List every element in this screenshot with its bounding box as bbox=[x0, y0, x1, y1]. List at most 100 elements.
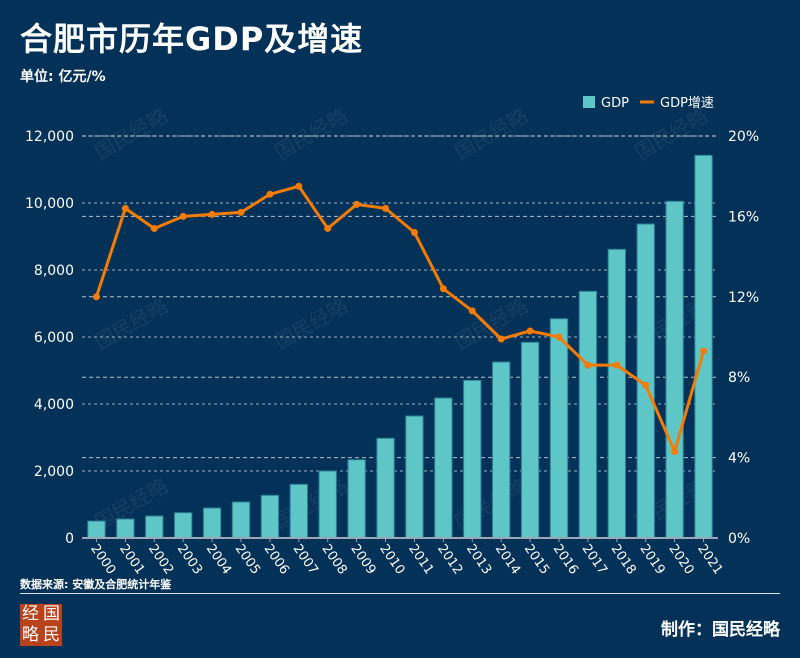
left-tick-label: 2,000 bbox=[34, 464, 74, 480]
line-point bbox=[121, 204, 129, 212]
bar-gdp bbox=[405, 415, 424, 539]
right-tick-label: 0% bbox=[728, 531, 750, 547]
credit: 制作：国民经略 bbox=[661, 620, 780, 640]
x-tick-label: 2015 bbox=[521, 542, 552, 578]
line-point bbox=[150, 224, 158, 232]
bar-gdp bbox=[145, 515, 164, 539]
right-tick-label: 16% bbox=[728, 209, 759, 225]
line-point bbox=[700, 347, 708, 355]
x-tick-label: 2021 bbox=[694, 542, 725, 578]
line-point bbox=[266, 190, 274, 198]
line-point bbox=[555, 333, 563, 341]
watermark: 国民经略 bbox=[451, 104, 532, 165]
x-tick-label: 2001 bbox=[116, 542, 147, 578]
line-point bbox=[382, 204, 390, 212]
x-tick-label: 2018 bbox=[608, 542, 639, 578]
x-tick-label: 2017 bbox=[579, 542, 610, 578]
right-tick-label: 4% bbox=[728, 451, 750, 467]
line-point bbox=[353, 200, 361, 208]
line-point bbox=[237, 208, 245, 216]
watermark: 国民经略 bbox=[271, 104, 352, 165]
bar-gdp bbox=[607, 248, 626, 539]
logo: 经 国 略 民 bbox=[20, 604, 62, 646]
watermark: 国民经略 bbox=[271, 294, 352, 355]
bar-gdp bbox=[87, 520, 106, 539]
x-tick-label: 2008 bbox=[318, 542, 349, 578]
bar-gdp bbox=[549, 318, 569, 539]
x-tick-label: 2007 bbox=[290, 542, 321, 578]
bar-gdp bbox=[289, 483, 308, 539]
logo-char: 经 bbox=[22, 604, 39, 624]
x-tick-label: 2013 bbox=[463, 542, 494, 578]
line-point bbox=[324, 224, 332, 232]
bar-gdp bbox=[347, 459, 366, 539]
x-tick-label: 2010 bbox=[376, 542, 407, 578]
line-point bbox=[671, 448, 679, 456]
line-point bbox=[179, 212, 187, 220]
bar-gdp bbox=[116, 518, 135, 539]
left-tick-label: 0 bbox=[65, 531, 74, 547]
bar-gdp bbox=[434, 397, 453, 539]
x-tick-label: 2003 bbox=[174, 542, 205, 578]
chart-title: 合肥市历年GDP及增速 bbox=[20, 20, 364, 58]
x-tick-label: 2016 bbox=[550, 542, 581, 578]
source-note: 数据来源: 安徽及合肥统计年鉴 bbox=[20, 578, 172, 591]
line-point bbox=[439, 285, 447, 293]
bar-gdp bbox=[665, 200, 684, 539]
bar-gdp bbox=[492, 361, 511, 539]
bar-gdp bbox=[231, 501, 251, 539]
x-tick-label: 2000 bbox=[87, 542, 118, 578]
bar-gdp bbox=[260, 494, 280, 539]
logo-char: 略 bbox=[22, 625, 39, 645]
legend-label-growth: GDP增速 bbox=[660, 96, 714, 111]
bar-gdp bbox=[318, 470, 337, 539]
line-point bbox=[92, 293, 100, 301]
line-point bbox=[497, 335, 505, 343]
line-point bbox=[613, 361, 621, 369]
left-tick-label: 4,000 bbox=[34, 397, 74, 413]
watermark: 国民经略 bbox=[271, 474, 352, 535]
logo-char: 民 bbox=[43, 625, 60, 645]
right-tick-label: 8% bbox=[728, 370, 750, 386]
line-point bbox=[642, 381, 650, 389]
right-tick-label: 20% bbox=[728, 129, 759, 145]
logo-char: 国 bbox=[43, 604, 60, 624]
line-point bbox=[526, 327, 534, 335]
bar-gdp bbox=[694, 154, 713, 539]
legend-swatch-gdp bbox=[583, 96, 595, 108]
left-tick-label: 10,000 bbox=[25, 196, 74, 212]
x-tick-label: 2002 bbox=[145, 542, 176, 578]
watermark: 国民经略 bbox=[451, 474, 532, 535]
x-tick-label: 2019 bbox=[636, 542, 667, 578]
line-point bbox=[468, 307, 476, 315]
x-tick-label: 2004 bbox=[203, 542, 234, 578]
x-tick-label: 2012 bbox=[434, 542, 465, 578]
line-gdp-growth bbox=[95, 184, 705, 454]
bar-gdp bbox=[520, 341, 540, 539]
watermark: 国民经略 bbox=[91, 294, 172, 355]
unit-label: 单位: 亿元/% bbox=[20, 69, 106, 85]
legend-label-gdp: GDP bbox=[601, 96, 629, 111]
right-tick-label: 12% bbox=[728, 290, 759, 306]
x-tick-label: 2011 bbox=[405, 542, 436, 578]
x-tick-label: 2014 bbox=[492, 542, 523, 578]
bar-gdp bbox=[202, 507, 222, 539]
bar-gdp bbox=[578, 290, 598, 539]
line-point bbox=[295, 182, 303, 190]
line-point bbox=[584, 361, 592, 369]
x-tick-label: 2020 bbox=[665, 542, 696, 578]
bar-gdp bbox=[174, 512, 193, 539]
left-tick-label: 8,000 bbox=[34, 263, 74, 279]
x-tick-label: 2009 bbox=[347, 542, 378, 578]
x-tick-label: 2005 bbox=[232, 542, 263, 578]
line-point bbox=[410, 228, 418, 236]
x-tick-label: 2006 bbox=[261, 542, 292, 578]
bar-gdp bbox=[463, 379, 482, 539]
line-point bbox=[208, 210, 216, 218]
watermark: 国民经略 bbox=[91, 104, 172, 165]
bar-gdp bbox=[376, 437, 395, 539]
left-tick-label: 12,000 bbox=[25, 129, 74, 145]
left-tick-label: 6,000 bbox=[34, 330, 74, 346]
divider bbox=[20, 593, 780, 594]
